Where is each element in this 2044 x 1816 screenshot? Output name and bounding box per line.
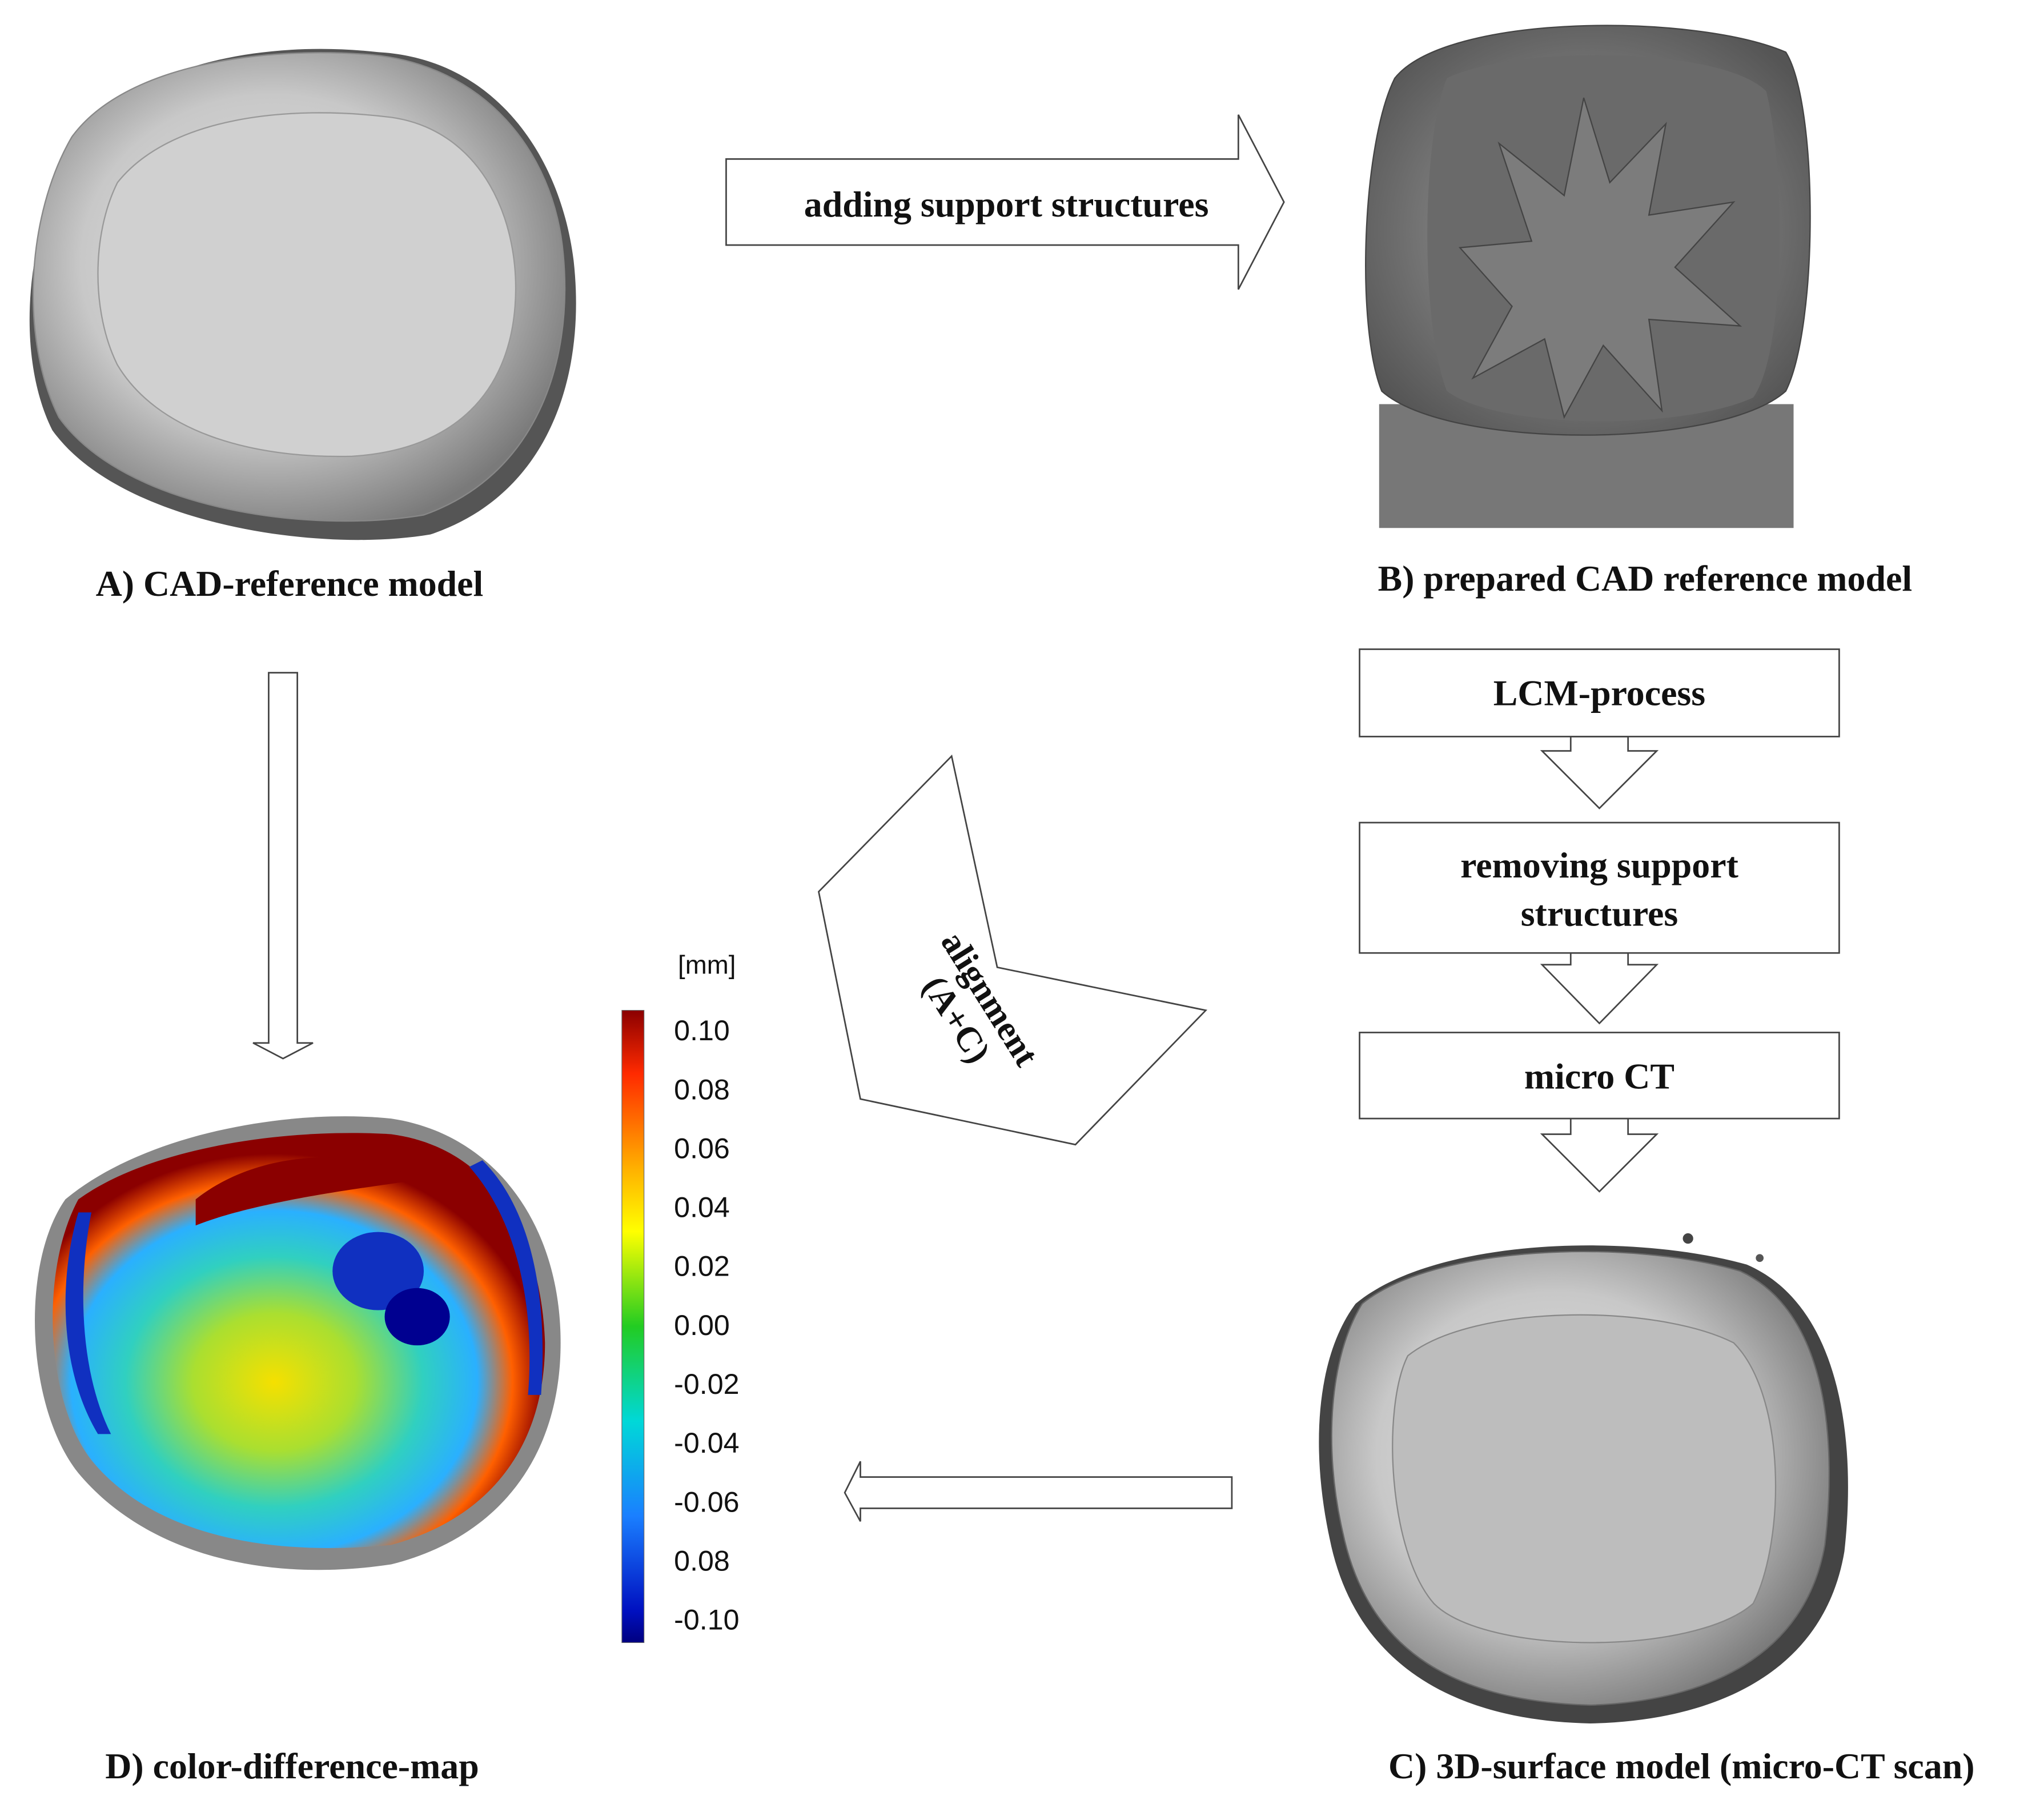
colorbar-tick: -0.06: [674, 1486, 739, 1518]
tooth-b: [1365, 25, 1811, 528]
colorbar-tick: 0.00: [674, 1309, 730, 1341]
colorbar-tick: 0.02: [674, 1250, 730, 1282]
panel-label: C) 3D-surface model (micro-CT scan): [1388, 1746, 1975, 1786]
panel-label: A) CAD-reference model: [96, 563, 484, 604]
step-label: micro CT: [1524, 1056, 1674, 1097]
tooth-d: [35, 1116, 561, 1570]
tooth-a: [29, 49, 576, 540]
colorbar-tick: -0.04: [674, 1427, 739, 1459]
colorbar: [mm] 0.10 0.08 0.06 0.04 0.02 0.00 -0.02 -0.04 -…: [621, 951, 740, 1643]
colorbar-tick: 0.04: [674, 1192, 730, 1224]
tooth-c: [1319, 1233, 1848, 1723]
colorbar-unit: [mm]: [678, 951, 736, 980]
colorbar-tick: -0.02: [674, 1368, 739, 1400]
step-label: structures: [1521, 893, 1678, 933]
colorbar-tick: 0.10: [674, 1015, 730, 1047]
panel-label: B) prepared CAD reference model: [1378, 558, 1912, 599]
arrow-label: adding support structures: [804, 184, 1209, 225]
colorbar-tick: -0.10: [674, 1604, 739, 1636]
step-label: removing support: [1460, 845, 1738, 885]
colorbar-tick: 0.06: [674, 1132, 730, 1164]
arrows: [252, 114, 1840, 1522]
step-label: LCM-process: [1493, 673, 1705, 713]
colorbar-tick: 0.08: [674, 1073, 730, 1105]
panel-label: D) color-difference-map: [105, 1746, 479, 1786]
colorbar-tick: 0.08: [674, 1545, 730, 1577]
